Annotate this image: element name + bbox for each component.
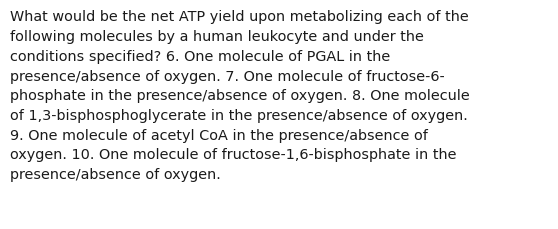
Text: What would be the net ATP yield upon metabolizing each of the
following molecule: What would be the net ATP yield upon met… [10,10,470,181]
